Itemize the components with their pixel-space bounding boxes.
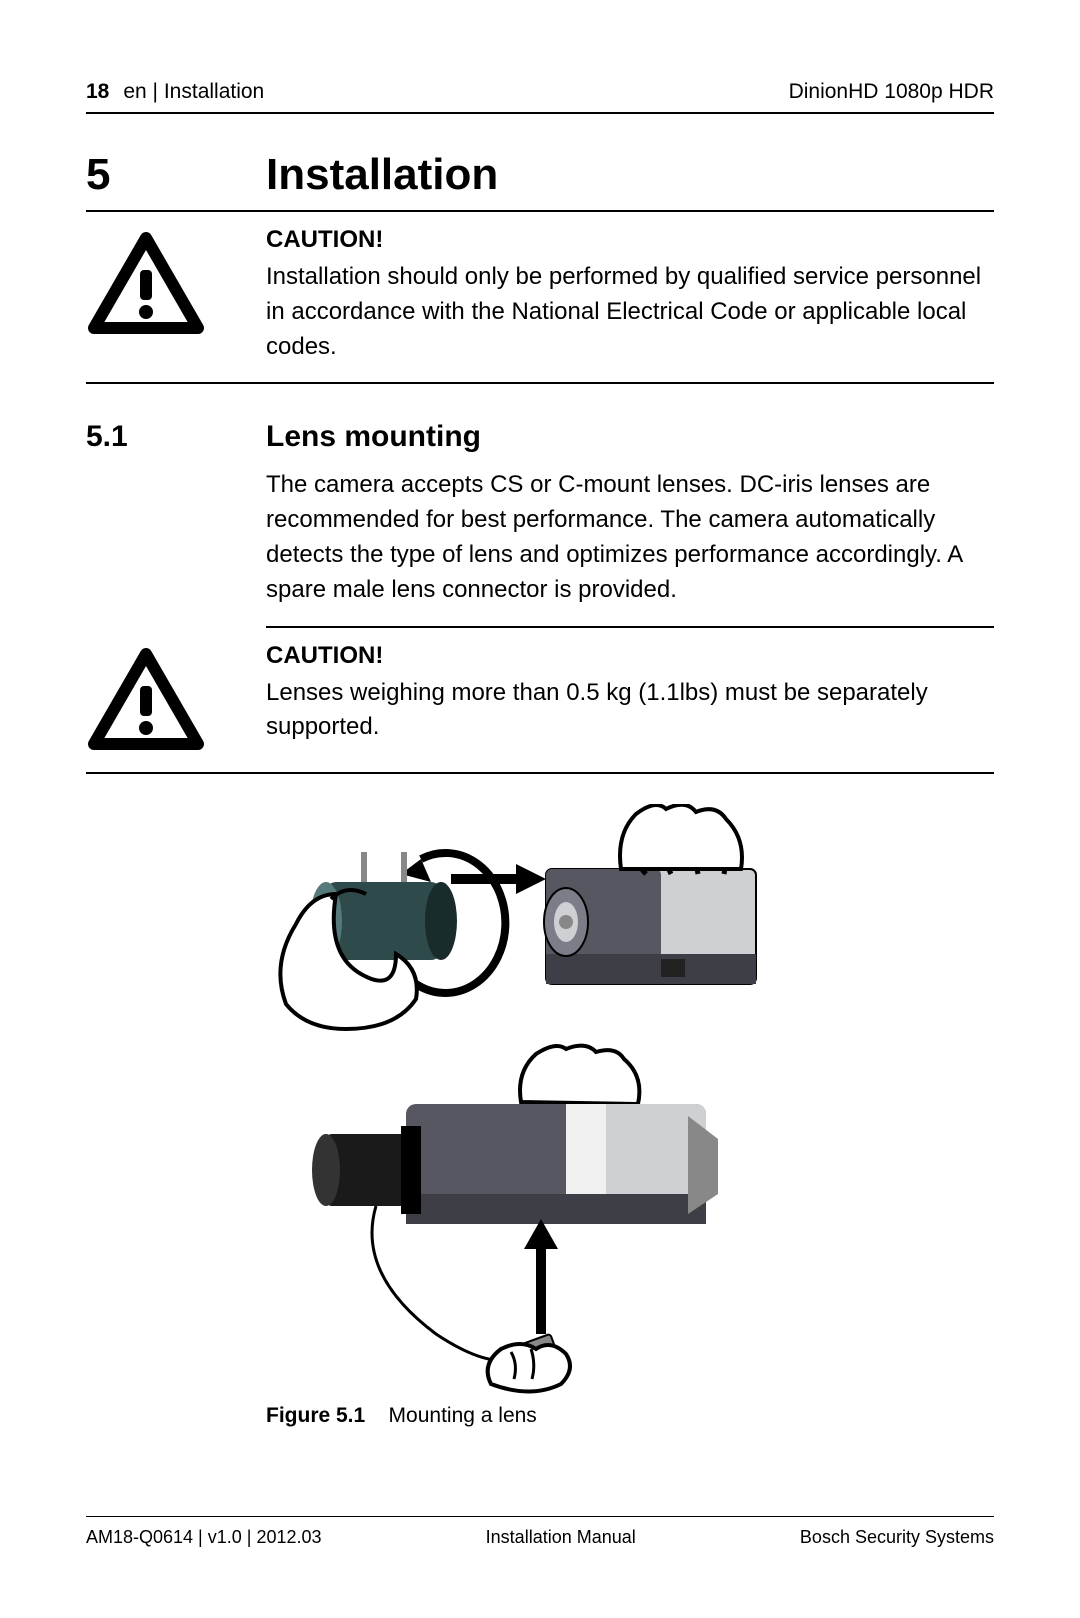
breadcrumb: en | Installation: [123, 80, 264, 104]
section-title: Lens mounting: [266, 420, 481, 454]
page-header: 18 en | Installation DinionHD 1080p HDR: [86, 80, 994, 114]
figure-label: Figure 5.1: [266, 1404, 365, 1427]
caution-text-2: CAUTION! Lenses weighing more than 0.5 k…: [266, 642, 994, 754]
footer-center: Installation Manual: [486, 1527, 636, 1548]
footer-right: Bosch Security Systems: [800, 1527, 994, 1548]
section-body: The camera accepts CS or C-mount lenses.…: [266, 468, 994, 627]
chapter-title: Installation: [266, 150, 498, 200]
warning-icon: [86, 226, 266, 364]
caution-block-2: CAUTION! Lenses weighing more than 0.5 k…: [86, 628, 994, 774]
page-footer: AM18-Q0614 | v1.0 | 2012.03 Installation…: [86, 1516, 994, 1548]
warning-icon: [86, 642, 266, 754]
section-heading: 5.1 Lens mounting: [86, 420, 994, 454]
caution-heading-2: CAUTION!: [266, 642, 994, 670]
figure-caption-text: Mounting a lens: [389, 1404, 537, 1427]
caution-heading-1: CAUTION!: [266, 226, 994, 254]
lens-mounting-illustration: [266, 804, 826, 1394]
section-number: 5.1: [86, 420, 266, 454]
caution-body-1: Installation should only be performed by…: [266, 260, 994, 364]
product-name: DinionHD 1080p HDR: [789, 80, 994, 104]
footer-left: AM18-Q0614 | v1.0 | 2012.03: [86, 1527, 322, 1548]
page-number: 18: [86, 80, 109, 104]
caution-body-2: Lenses weighing more than 0.5 kg (1.1lbs…: [266, 676, 994, 746]
figure-area: Figure 5.1 Mounting a lens: [266, 804, 994, 1428]
section-body-text: The camera accepts CS or C-mount lenses.…: [266, 468, 994, 607]
caution-block-1: CAUTION! Installation should only be per…: [86, 212, 994, 384]
chapter-heading: 5 Installation: [86, 150, 994, 212]
chapter-number: 5: [86, 150, 266, 200]
figure-caption: Figure 5.1 Mounting a lens: [266, 1404, 994, 1428]
header-left: 18 en | Installation: [86, 80, 264, 104]
caution-text-1: CAUTION! Installation should only be per…: [266, 226, 994, 364]
